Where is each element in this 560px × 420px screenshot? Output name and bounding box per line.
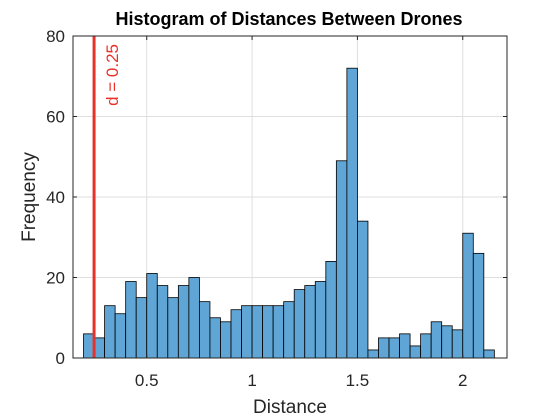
histogram-bar xyxy=(283,301,295,359)
histogram-bar xyxy=(430,321,443,359)
histogram-bar xyxy=(441,325,453,359)
histogram-bar xyxy=(483,349,495,359)
axis-ticks xyxy=(73,35,507,359)
histogram-bar xyxy=(409,345,422,359)
histogram-bar xyxy=(188,277,200,359)
histogram-bar xyxy=(346,67,358,359)
histogram-bar xyxy=(114,313,127,359)
histogram-bar xyxy=(293,289,306,359)
y-tick-label: 40 xyxy=(46,188,65,207)
histogram-bars xyxy=(83,67,495,359)
histogram-bar xyxy=(241,305,253,359)
histogram-bar xyxy=(220,321,232,359)
histogram-bar xyxy=(125,281,137,359)
histogram-bar xyxy=(230,309,242,359)
histogram-bar xyxy=(262,305,274,359)
x-axis-title: Distance xyxy=(253,397,327,418)
y-tick-label: 20 xyxy=(46,269,65,288)
y-tick-labels: 0 20 40 60 80 xyxy=(46,27,65,368)
histogram-bar xyxy=(93,337,106,359)
plot-area: d = 0.25 xyxy=(72,35,508,359)
histogram-bar xyxy=(156,285,169,359)
histogram-bar xyxy=(304,285,316,359)
histogram-bar xyxy=(104,305,116,359)
histogram-bar xyxy=(420,333,432,359)
x-tick-label: 0.5 xyxy=(135,371,159,390)
histogram-bar xyxy=(472,252,485,359)
histogram-bar xyxy=(462,232,474,359)
histogram-bar xyxy=(399,333,411,359)
threshold-label: d = 0.25 xyxy=(103,44,122,106)
histogram-bar xyxy=(314,281,327,359)
histogram-bar xyxy=(146,273,158,359)
x-tick-labels: 0.5 1 1.5 2 xyxy=(135,371,468,390)
histogram-bar xyxy=(135,297,148,359)
histogram-bar xyxy=(335,160,348,359)
histogram-bar xyxy=(272,305,285,359)
y-axis-title: Frequency xyxy=(19,152,40,242)
histogram-bar xyxy=(177,285,190,359)
histogram-bar xyxy=(451,329,464,359)
histogram-bar xyxy=(388,337,400,359)
x-tick-label: 2 xyxy=(458,371,467,390)
y-tick-label: 80 xyxy=(46,27,65,46)
x-tick-label: 1 xyxy=(247,371,256,390)
y-tick-label: 60 xyxy=(46,108,65,127)
histogram-bar xyxy=(378,337,390,359)
histogram-bar xyxy=(251,305,264,359)
chart-title: Histogram of Distances Between Drones xyxy=(115,9,462,29)
histogram-bar xyxy=(199,301,211,359)
threshold-annotation: d = 0.25 xyxy=(92,36,122,358)
histogram-bar xyxy=(83,333,95,359)
histogram-bar xyxy=(325,260,337,359)
histogram-bar xyxy=(357,220,369,359)
histogram-bar xyxy=(167,297,179,359)
y-tick-label: 0 xyxy=(56,349,65,368)
histogram-bar xyxy=(367,349,379,359)
histogram-bar xyxy=(209,317,221,359)
x-tick-label: 1.5 xyxy=(346,371,370,390)
